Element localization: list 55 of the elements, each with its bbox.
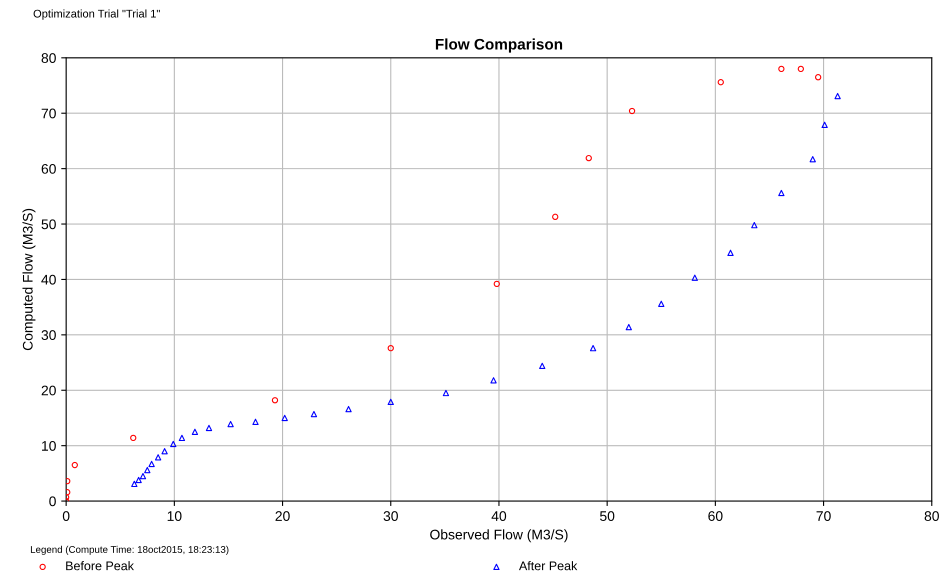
point (821, 122, 828, 128)
point (252, 418, 259, 425)
point (206, 424, 212, 432)
text: Optimization Trial "Trial 1" (34, 9, 160, 20)
point (178, 434, 186, 442)
x-tick-label: 30 (384, 511, 398, 521)
point (442, 390, 450, 396)
chart-title: Flow Comparison (436, 38, 562, 53)
point (810, 156, 816, 162)
y-tick-label: 50 (42, 219, 56, 230)
point (834, 92, 841, 100)
point (778, 190, 785, 196)
y-tick-label: 0 (49, 496, 56, 506)
y-tick-label: 80 (42, 53, 56, 63)
point (140, 472, 146, 480)
point (154, 454, 162, 460)
point (658, 300, 664, 307)
y-axis-title: Computed Flow (M3/S) (22, 208, 36, 350)
point (227, 420, 234, 428)
point (626, 324, 632, 330)
legend-label: Before Peak (66, 561, 134, 570)
x-tick-label: 60 (708, 511, 723, 521)
point (310, 410, 318, 418)
x-tick-label: 80 (924, 511, 939, 521)
point (144, 466, 150, 474)
point (751, 222, 758, 228)
point (148, 460, 155, 468)
y-tick-label: 40 (41, 274, 56, 285)
point (192, 428, 198, 435)
point (590, 344, 596, 352)
point (345, 406, 352, 412)
legend-title: Legend (Compute Time: 18oct2015, 18:23:13) (30, 546, 228, 555)
y-tick-label: 10 (42, 441, 56, 451)
x-tick-label: 50 (600, 511, 614, 521)
x-tick-label: 40 (492, 511, 506, 521)
x-tick-label: 10 (168, 511, 182, 521)
point (388, 398, 394, 406)
point (161, 448, 168, 454)
x-tick-label: 70 (816, 511, 831, 521)
legend-label: After Peak (518, 561, 578, 570)
point (490, 377, 497, 384)
y-tick-label: 20 (42, 386, 56, 396)
point (135, 476, 142, 484)
x-tick-label: 0 (62, 511, 70, 521)
point (282, 414, 288, 422)
x-axis-title: Observed Flow (M3/S) (430, 529, 568, 542)
point (170, 440, 176, 448)
point (131, 480, 138, 488)
point (539, 362, 546, 370)
x-tick-label: 20 (276, 511, 290, 521)
y-tick-label: 70 (42, 108, 56, 118)
point (727, 250, 734, 256)
y-tick-label: 60 (42, 164, 56, 174)
point (692, 274, 698, 281)
y-tick-label: 30 (42, 330, 56, 340)
